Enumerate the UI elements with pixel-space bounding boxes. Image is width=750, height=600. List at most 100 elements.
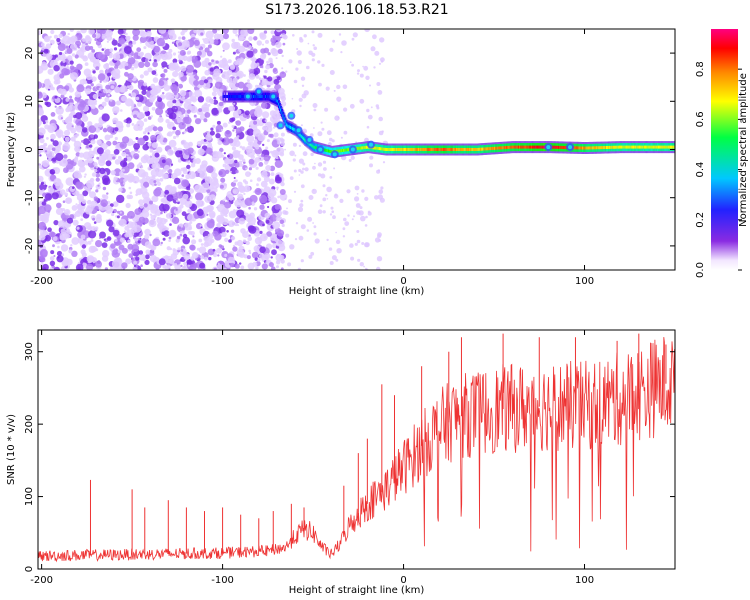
noise-speckle <box>182 193 189 200</box>
noise-speckle <box>137 79 145 87</box>
noise-speckle <box>139 179 144 184</box>
noise-speckle <box>68 113 74 119</box>
noise-speckle <box>277 195 280 199</box>
noise-speckle <box>66 65 69 68</box>
chart-title: S173.2026.106.18.53.R21 <box>265 2 448 18</box>
noise-speckle <box>90 200 98 208</box>
noise-speckle <box>246 50 254 58</box>
noise-speckle <box>177 111 182 117</box>
ridge-core <box>506 146 508 149</box>
noise-speckle <box>200 226 203 229</box>
ridge-core <box>426 148 429 151</box>
noise-speckle <box>66 258 73 266</box>
noise-speckle <box>84 173 87 176</box>
noise-speckle <box>248 158 255 165</box>
noise-speckle <box>314 238 320 244</box>
ridge-core <box>603 146 606 149</box>
noise-speckle <box>86 255 95 263</box>
noise-speckle <box>118 37 126 45</box>
noise-speckle <box>376 169 381 174</box>
noise-speckle <box>143 203 148 208</box>
noise-speckle <box>74 91 82 98</box>
noise-speckle <box>99 167 106 175</box>
noise-speckle <box>276 253 280 257</box>
noise-speckle <box>298 168 302 173</box>
noise-speckle <box>372 34 377 40</box>
noise-speckle <box>51 147 56 151</box>
ridge-core <box>376 146 379 150</box>
ridge-core <box>450 148 453 151</box>
ridge-core <box>374 146 377 150</box>
ridge-core <box>486 147 489 151</box>
noise-speckle <box>311 58 315 62</box>
noise-speckle <box>296 48 299 50</box>
ridge-blob <box>318 147 323 152</box>
noise-speckle <box>238 160 243 165</box>
ridge-core <box>251 95 254 98</box>
noise-speckle <box>69 43 78 51</box>
noise-speckle <box>317 162 323 167</box>
noise-speckle <box>66 217 74 224</box>
noise-speckle <box>161 61 168 68</box>
noise-speckle <box>117 155 122 160</box>
noise-speckle <box>116 194 125 204</box>
noise-speckle <box>74 145 81 153</box>
noise-speckle <box>168 229 177 238</box>
noise-speckle <box>377 90 383 95</box>
noise-speckle <box>216 264 224 270</box>
ridge-core <box>229 95 232 98</box>
ridge-core <box>650 145 653 149</box>
noise-speckle <box>57 256 60 259</box>
noise-speckle <box>265 125 273 133</box>
noise-speckle <box>228 196 234 201</box>
ridge-core <box>503 146 506 150</box>
ridge-core <box>502 146 505 150</box>
noise-speckle <box>90 134 94 139</box>
noise-speckle <box>39 154 42 157</box>
noise-speckle <box>83 175 86 178</box>
noise-speckle <box>86 144 90 149</box>
noise-speckle <box>279 71 287 78</box>
noise-speckle <box>126 156 132 162</box>
noise-speckle <box>149 213 153 216</box>
noise-speckle <box>344 221 350 227</box>
noise-speckle <box>118 187 123 192</box>
noise-speckle <box>248 167 252 171</box>
noise-speckle <box>65 97 70 102</box>
noise-speckle <box>204 57 210 64</box>
ridge-core <box>558 145 561 149</box>
noise-speckle <box>139 74 144 79</box>
noise-speckle <box>361 242 365 245</box>
noise-speckle <box>150 245 155 250</box>
noise-speckle <box>157 222 161 227</box>
noise-speckle <box>114 159 121 165</box>
noise-speckle <box>75 118 83 126</box>
colorbar-tick-label: 0.8 <box>695 61 706 77</box>
noise-speckle <box>203 79 208 84</box>
noise-speckle <box>302 151 308 157</box>
ridge-core <box>266 95 268 98</box>
ridge-core <box>522 145 525 149</box>
ridge-core <box>665 145 668 149</box>
ridge-core <box>673 145 675 149</box>
noise-speckle <box>123 230 126 233</box>
noise-speckle <box>177 247 181 251</box>
noise-speckle <box>346 189 351 194</box>
ridge-core <box>336 149 339 153</box>
noise-speckle <box>227 220 235 228</box>
noise-speckle <box>210 177 219 186</box>
noise-speckle <box>202 38 205 41</box>
noise-speckle <box>111 70 117 76</box>
noise-speckle <box>43 35 51 43</box>
noise-speckle <box>93 168 98 173</box>
noise-speckle <box>329 176 333 179</box>
noise-speckle <box>101 255 109 262</box>
ridge-blob <box>368 142 373 147</box>
ridge-core <box>511 145 514 149</box>
noise-speckle <box>137 150 140 153</box>
ridge-core <box>264 95 267 98</box>
noise-speckle <box>65 107 71 113</box>
noise-speckle <box>224 183 227 186</box>
ridge-core <box>287 124 290 128</box>
noise-speckle <box>322 160 327 164</box>
